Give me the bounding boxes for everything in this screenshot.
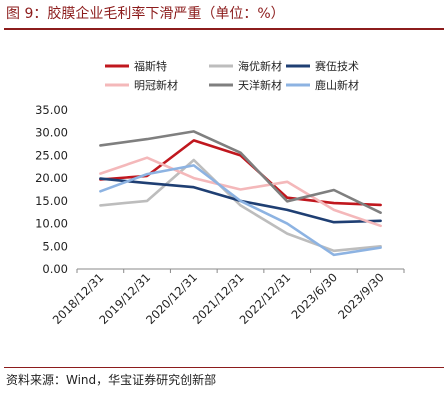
series-line — [99, 139, 382, 207]
y-tick-label: 5.00 — [42, 239, 68, 253]
y-tick-label: 10.00 — [35, 217, 68, 231]
x-axis-ticks: 2018/12/312019/12/312020/12/312021/12/31… — [50, 270, 387, 327]
y-tick-label: 30.00 — [35, 126, 68, 140]
line-chart: 0.00 5.00 10.00 15.00 20.00 25.00 30.00 35.00 2… — [35, 59, 405, 327]
chart-axes — [76, 268, 405, 273]
series-lines — [99, 130, 382, 257]
source-note: 资料来源：Wind，华宝证券研究创新部 — [6, 373, 217, 387]
legend-label: 鹿山新材 — [315, 78, 359, 92]
legend-label: 赛伍技术 — [315, 59, 359, 73]
y-tick-label: 20.00 — [35, 171, 68, 185]
x-tick-label: 2023/6/30 — [288, 270, 340, 322]
x-tick-label: 2023/9/30 — [335, 270, 387, 322]
legend-label: 天洋新材 — [238, 78, 282, 92]
figure-title: 图 9：胶膜企业毛利率下滑严重（单位：%） — [6, 6, 285, 22]
series-line — [99, 156, 382, 228]
y-tick-label: 35.00 — [35, 103, 68, 117]
y-tick-label: 15.00 — [35, 194, 68, 208]
y-tick-label: 25.00 — [35, 148, 68, 162]
series-line — [99, 164, 382, 257]
legend-label: 福斯特 — [134, 59, 167, 73]
legend-label: 海优新材 — [238, 59, 282, 73]
source-divider — [4, 367, 444, 368]
series-line — [99, 158, 382, 253]
y-tick-label: 0.00 — [42, 262, 68, 276]
title-divider — [4, 28, 444, 30]
series-line — [99, 130, 382, 214]
y-axis-ticks: 0.00 5.00 10.00 15.00 20.00 25.00 30.00 35.00 — [35, 103, 68, 276]
legend-label: 明冠新材 — [134, 78, 178, 92]
